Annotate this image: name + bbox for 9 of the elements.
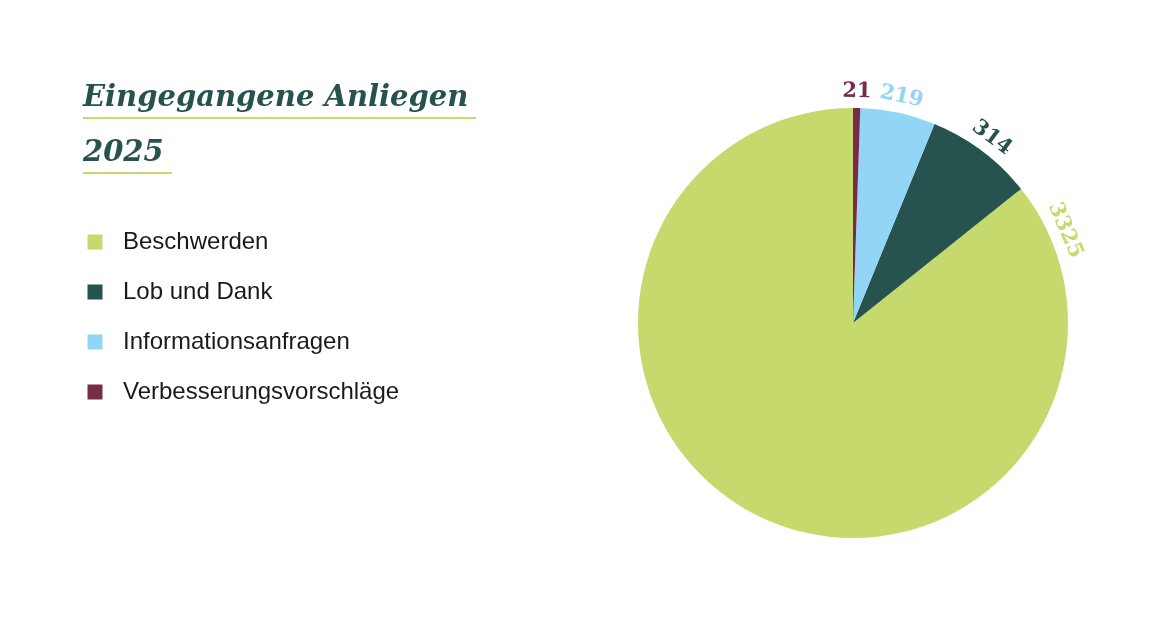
pie-slice	[853, 108, 935, 323]
legend-label: Beschwerden	[123, 227, 269, 254]
legend-label: Verbesserungsvorschläge	[123, 377, 400, 404]
chart-title: Eingegangene Anliegen	[83, 79, 470, 113]
data-label: 219	[877, 77, 927, 112]
data-label: 21	[842, 76, 872, 103]
text: 2025	[83, 134, 165, 168]
legend-label: Informationsanfragen	[123, 327, 350, 354]
legend-label: Lob und Dank	[123, 277, 274, 304]
